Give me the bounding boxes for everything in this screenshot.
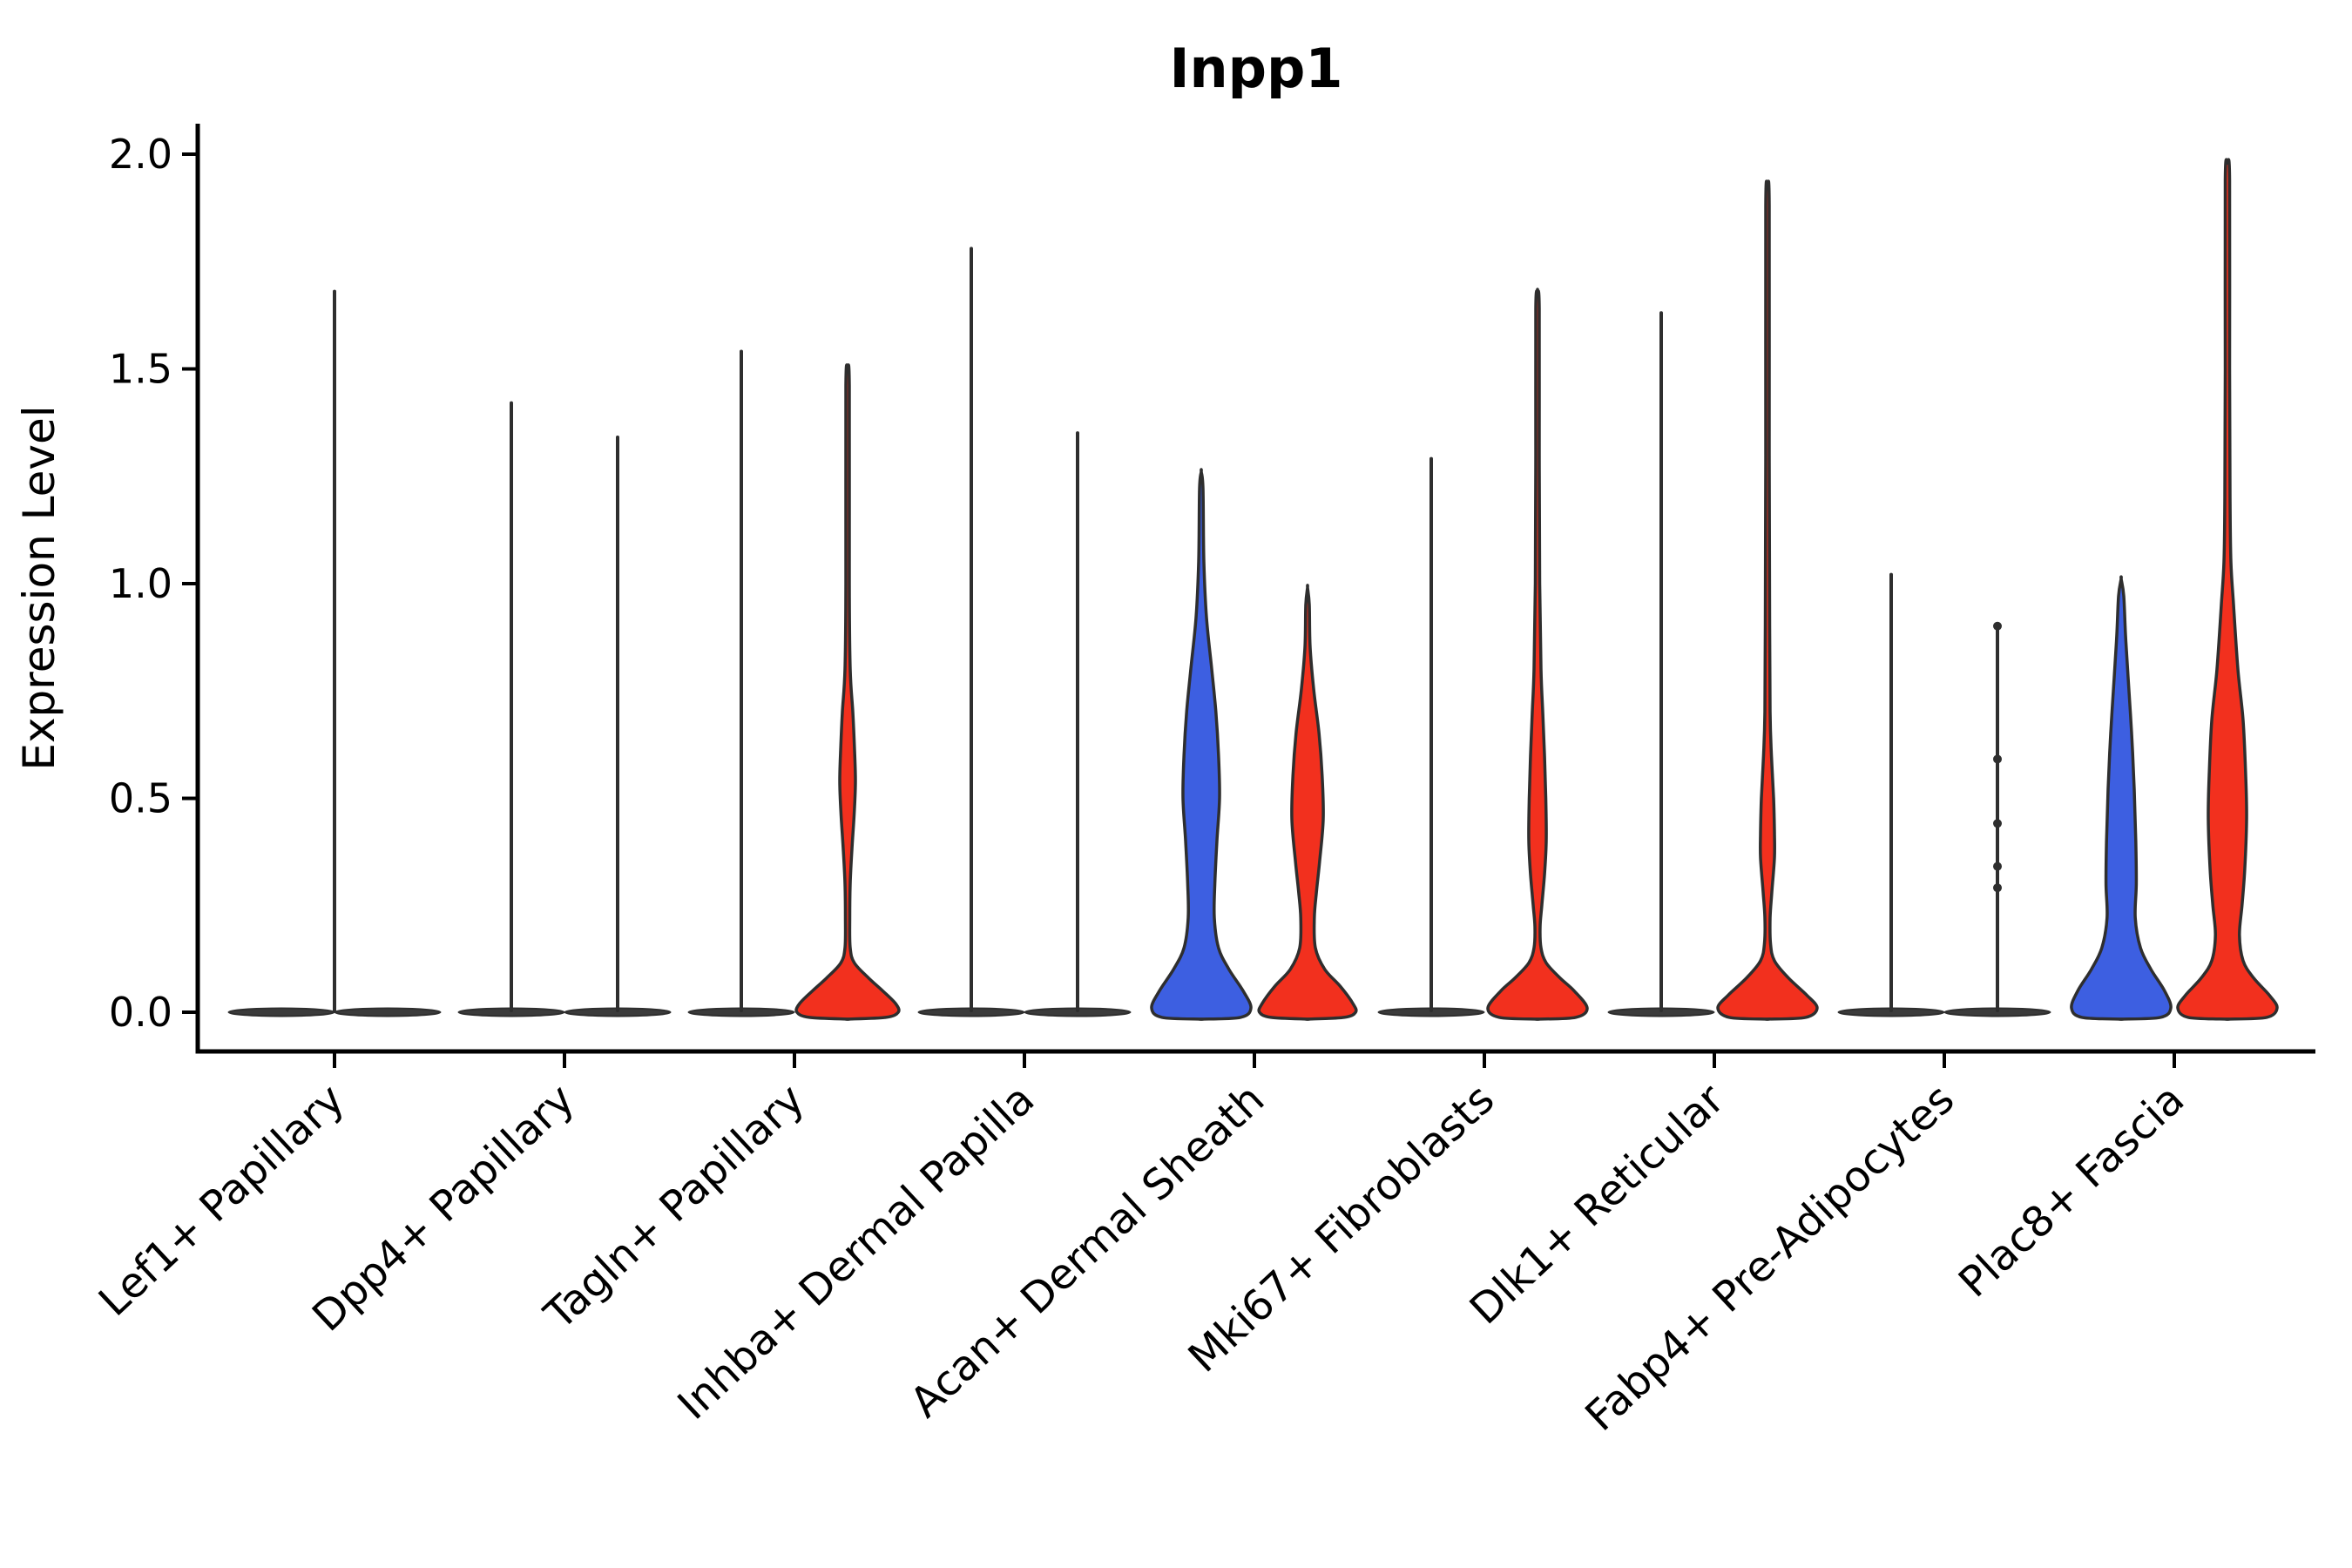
y-tick-label: 2.0 [109,131,172,178]
y-tick-label: 1.0 [109,560,172,607]
violin-body-blue [1150,468,1253,1021]
violin-body-blue [2070,575,2173,1021]
violin-spike-bead [1993,862,2002,871]
y-tick-marks [182,152,198,1014]
violin-body-red [1486,287,1589,1021]
violin-body-red [2176,158,2279,1021]
y-tick-label: 0.0 [109,989,172,1036]
violin-flat-base [334,1007,442,1017]
violin-body-red [794,363,901,1021]
violin-spike-bead [1993,621,2002,631]
y-axis-label: Expression Level [14,405,64,770]
x-tick-label-plac8: Plac8+ Fascia [1950,1075,2193,1308]
violin-layer [227,158,2279,1021]
violin-spike-bead [1993,883,2002,893]
y-tick-label: 1.5 [109,346,172,393]
violin-flat-base [227,1007,335,1017]
x-tick-label-lef1: Lef1+ Papillary [90,1075,354,1326]
x-tick-label-fabp4: Fabp4+ Pre-Adipocytes [1576,1075,1963,1441]
x-tick-labels: Lef1+ Papillary Dpp4+ Papillary Tagln+ P… [90,1075,2193,1441]
y-tick-label: 0.5 [109,775,172,822]
x-tick-marks [333,1051,2176,1068]
violin-spike-bead [1993,819,2002,828]
violin-body-red [1257,584,1358,1021]
y-tick-labels: 2.0 1.5 1.0 0.5 0.0 [109,131,172,1036]
violin-body-red [1716,179,1819,1021]
violin-spike-bead [1993,754,2002,764]
plot-title: Inpp1 [1169,37,1342,100]
